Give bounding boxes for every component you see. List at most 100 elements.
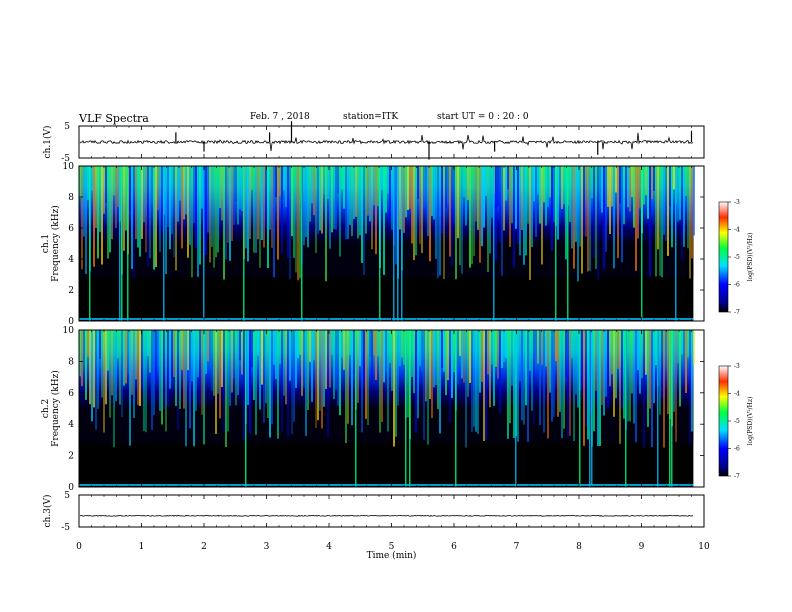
panel-frame bbox=[78, 494, 705, 528]
spectral-streak bbox=[457, 330, 459, 385]
spectral-streak bbox=[313, 330, 315, 361]
spectral-streak bbox=[209, 330, 211, 366]
spectrogram bbox=[78, 329, 705, 488]
spectral-streak bbox=[107, 166, 109, 259]
spectral-streak bbox=[611, 330, 613, 375]
spectral-streak bbox=[331, 330, 333, 355]
spectral-streak bbox=[553, 330, 555, 417]
spectral-streak bbox=[181, 330, 183, 371]
spectral-streak bbox=[633, 166, 635, 228]
spectral-streak bbox=[303, 330, 305, 388]
spectral-streak bbox=[285, 330, 287, 405]
spectral-streak bbox=[213, 330, 215, 396]
sferic-line bbox=[675, 166, 677, 321]
spectral-streak bbox=[387, 166, 389, 194]
sferic-line bbox=[567, 166, 569, 321]
spectral-streak bbox=[537, 330, 539, 364]
spectral-streak bbox=[437, 330, 439, 410]
spectral-streak bbox=[97, 330, 99, 409]
spectral-streak bbox=[599, 330, 601, 447]
spectral-streak bbox=[297, 330, 299, 358]
y-tick-label: 6 bbox=[68, 224, 74, 234]
spectral-streak bbox=[129, 330, 131, 446]
spectral-streak bbox=[583, 166, 585, 236]
spectral-streak bbox=[253, 330, 255, 400]
spectral-streak bbox=[377, 330, 379, 357]
spectral-streak bbox=[613, 330, 615, 417]
spectral-streak bbox=[499, 166, 501, 243]
sferic-line bbox=[409, 330, 411, 487]
sferic-line bbox=[89, 166, 91, 321]
spectral-streak bbox=[549, 166, 551, 198]
spectral-streak bbox=[505, 166, 507, 201]
spectral-streak bbox=[343, 330, 345, 370]
spectral-streak bbox=[403, 166, 405, 233]
spectral-streak bbox=[157, 330, 159, 366]
spectral-streak bbox=[183, 166, 185, 220]
spectral-streak bbox=[177, 330, 179, 431]
spectral-streak bbox=[89, 330, 91, 405]
spectral-streak bbox=[593, 330, 595, 432]
spectral-streak bbox=[229, 330, 231, 406]
spectral-streak bbox=[373, 330, 375, 356]
spectral-streak bbox=[503, 166, 505, 231]
spectral-streak bbox=[231, 330, 233, 393]
spectral-streak bbox=[589, 166, 591, 271]
sferic-line bbox=[355, 330, 357, 487]
spectral-streak bbox=[357, 166, 359, 239]
spectral-streak bbox=[693, 166, 695, 236]
spectral-streak bbox=[487, 330, 489, 375]
spectral-streak bbox=[97, 166, 99, 259]
spectral-streak bbox=[673, 330, 675, 412]
spectral-streak bbox=[519, 330, 521, 382]
spectral-streak bbox=[353, 166, 355, 220]
spectral-streak bbox=[347, 166, 349, 239]
spectral-streak bbox=[257, 166, 259, 240]
spectral-streak bbox=[577, 330, 579, 408]
spectral-streak bbox=[485, 330, 487, 440]
spectral-streak bbox=[323, 330, 325, 407]
spectral-streak bbox=[623, 330, 625, 419]
spectral-streak bbox=[385, 166, 387, 213]
spectral-streak bbox=[509, 166, 511, 247]
y-tick-label: 8 bbox=[68, 193, 74, 203]
spectral-streak bbox=[321, 330, 323, 429]
spectral-streak bbox=[635, 330, 637, 443]
spectral-streak bbox=[305, 166, 307, 238]
station-label: station=ITK bbox=[343, 112, 399, 122]
spectral-streak bbox=[529, 166, 531, 280]
sferic-line bbox=[591, 330, 593, 487]
spectral-streak bbox=[431, 330, 433, 419]
sferic-line bbox=[163, 166, 165, 321]
spectral-streak bbox=[81, 330, 83, 387]
spectral-streak bbox=[395, 330, 397, 437]
spectral-streak bbox=[429, 166, 431, 262]
spectral-streak bbox=[153, 166, 155, 270]
spectral-streak bbox=[361, 166, 363, 263]
spectral-streak bbox=[415, 166, 417, 256]
spectral-streak bbox=[275, 166, 277, 198]
spectral-streak bbox=[417, 330, 419, 419]
spectral-streak bbox=[141, 330, 143, 389]
spectral-streak bbox=[287, 166, 289, 259]
spectral-streak bbox=[129, 166, 131, 212]
spectral-streak bbox=[473, 166, 475, 256]
spectral-streak bbox=[101, 166, 103, 265]
spectral-streak bbox=[615, 166, 617, 193]
colorbar bbox=[718, 201, 729, 313]
spectral-streak bbox=[139, 166, 141, 257]
spectral-streak bbox=[319, 330, 321, 411]
colorbar-tick-label: -6 bbox=[734, 446, 740, 453]
spectral-streak bbox=[575, 330, 577, 395]
spectral-streak bbox=[423, 330, 425, 440]
y-axis-label: ch.3(V) bbox=[42, 495, 53, 528]
spectral-streak bbox=[99, 166, 101, 233]
spectral-streak bbox=[185, 330, 187, 447]
spectral-streak bbox=[91, 330, 93, 422]
spectral-streak bbox=[177, 166, 179, 222]
sferic-line bbox=[555, 166, 557, 321]
spectral-streak bbox=[299, 330, 301, 355]
spectral-streak bbox=[641, 330, 643, 379]
spectral-streak bbox=[397, 330, 399, 406]
spectral-streak bbox=[653, 166, 655, 191]
